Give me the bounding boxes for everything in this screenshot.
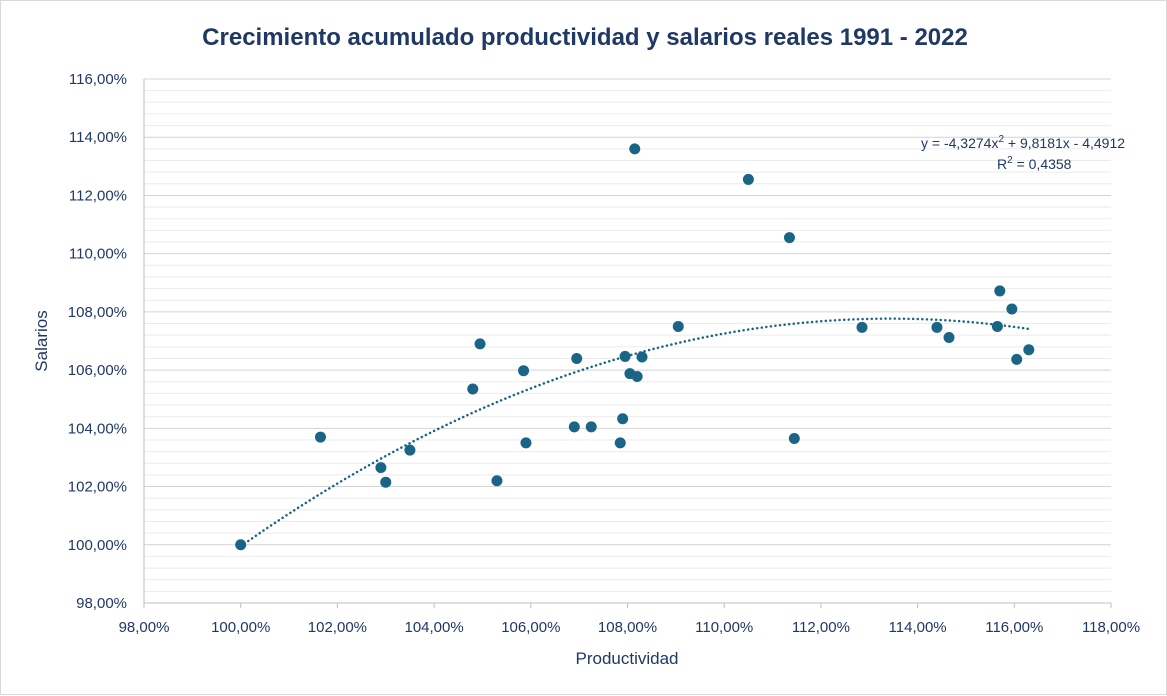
data-point <box>672 320 684 332</box>
data-point <box>788 433 800 445</box>
trendline <box>239 317 1031 548</box>
y-tick-label: 104,00% <box>68 420 127 437</box>
equation-exponent: 2 <box>998 134 1004 145</box>
data-point <box>994 285 1006 297</box>
data-point <box>474 338 486 350</box>
axes: 98,00% 100,00% 102,00% 104,00% 106,00% 108,00… <box>68 71 1140 636</box>
y-axis-label: Salarios <box>32 310 51 371</box>
data-point <box>380 476 392 488</box>
x-tick-label: 108,00% <box>598 619 657 636</box>
data-point <box>991 320 1003 332</box>
data-point <box>235 539 247 551</box>
y-tick-label: 112,00% <box>69 187 127 204</box>
data-point <box>571 352 583 364</box>
x-tick-label: 104,00% <box>404 619 463 636</box>
x-tick-label: 98,00% <box>119 619 170 636</box>
y-tick-label: 102,00% <box>68 479 127 496</box>
data-point <box>629 143 641 155</box>
x-tick-label: 118,00% <box>1082 619 1140 636</box>
equation-suffix: + 9,8181x - 4,4912 <box>1004 135 1125 151</box>
y-tick-label: 98,00% <box>76 595 127 612</box>
data-point <box>783 232 795 244</box>
data-point <box>617 413 629 425</box>
x-tick-label: 106,00% <box>501 619 560 636</box>
x-tick-label: 100,00% <box>211 619 270 636</box>
x-tick-label: 110,00% <box>695 619 753 636</box>
x-tick-label: 102,00% <box>308 619 367 636</box>
data-point <box>375 462 387 474</box>
y-tick-label: 100,00% <box>68 537 127 554</box>
y-tick-label: 106,00% <box>68 362 127 379</box>
r2-suffix: = 0,4358 <box>1013 156 1072 172</box>
r2-prefix: R <box>997 156 1007 172</box>
data-point <box>931 321 943 333</box>
trendline-group <box>239 317 1031 548</box>
data-point <box>631 371 643 383</box>
data-point <box>518 365 530 377</box>
data-point <box>1011 353 1023 365</box>
data-point <box>491 475 503 487</box>
data-point <box>1023 344 1035 356</box>
data-point <box>467 383 479 395</box>
x-tick-label: 114,00% <box>889 619 947 636</box>
x-tick-label: 116,00% <box>985 619 1043 636</box>
trendline-equation: y = -4,3274x2 + 9,8181x - 4,4912 <box>921 134 1125 151</box>
data-points <box>235 143 1035 551</box>
x-tick-label: 112,00% <box>792 619 850 636</box>
y-tick-label: 110,00% <box>69 246 127 263</box>
r-squared-label: R2 = 0,4358 <box>997 155 1072 172</box>
data-point <box>636 351 648 363</box>
equation-prefix: y = -4,3274x <box>921 135 998 151</box>
chart-title: Crecimiento acumulado productividad y sa… <box>202 24 968 51</box>
gridlines <box>144 78 1111 592</box>
y-tick-label: 116,00% <box>69 71 127 88</box>
data-point <box>742 173 754 185</box>
data-point <box>585 421 597 433</box>
data-point <box>619 350 631 362</box>
data-point <box>404 444 416 456</box>
data-point <box>856 321 868 333</box>
r2-exponent: 2 <box>1007 155 1013 166</box>
data-point <box>520 437 532 449</box>
data-point <box>568 421 580 433</box>
y-tick-label: 108,00% <box>68 304 127 321</box>
data-point <box>1006 303 1018 315</box>
data-point <box>614 437 626 449</box>
data-point <box>314 431 326 443</box>
y-tick-label: 114,00% <box>69 129 127 146</box>
x-axis-label: Productividad <box>575 649 678 668</box>
data-point <box>943 332 955 344</box>
